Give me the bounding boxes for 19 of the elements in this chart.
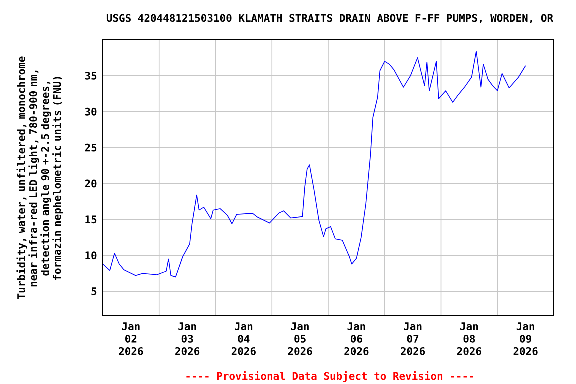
line-series bbox=[103, 51, 526, 278]
y-tick-label: 25 bbox=[85, 144, 97, 152]
y-tick-label: 20 bbox=[85, 180, 97, 188]
x-tick-label: Jan 07 2026 bbox=[401, 322, 426, 356]
chart-title: USGS 420448121503100 KLAMATH STRAITS DRAIN ABOVE F-FF PUMPS, WORDEN, OR bbox=[106, 14, 554, 24]
x-tick-label: Jan 02 2026 bbox=[119, 322, 144, 356]
x-tick-label: Jan 09 2026 bbox=[514, 322, 538, 356]
x-tick-label: Jan 03 2026 bbox=[176, 322, 200, 356]
x-tick-label: Jan 06 2026 bbox=[344, 322, 369, 356]
y-tick-label: 15 bbox=[86, 216, 97, 224]
x-tick-label: Jan 08 2026 bbox=[457, 322, 482, 356]
x-tick-label: Jan 05 2026 bbox=[288, 322, 312, 356]
y-axis-title: Turbidity, water, unfiltered, monochrome near infra-red LED light, 780-900 nm, detection angle 90 +-2.5 degrees, formazin nephelometric units (FNU) bbox=[16, 56, 64, 300]
text: ---- Provisional Data Subject to Revision ---- bbox=[186, 372, 474, 382]
x-tick-label: Jan 04 2026 bbox=[232, 322, 256, 356]
y-tick-label: 5 bbox=[92, 288, 97, 296]
y-tick-label: 30 bbox=[85, 108, 97, 116]
y-tick-label: 10 bbox=[86, 252, 97, 260]
y-tick-label: 35 bbox=[85, 72, 97, 80]
